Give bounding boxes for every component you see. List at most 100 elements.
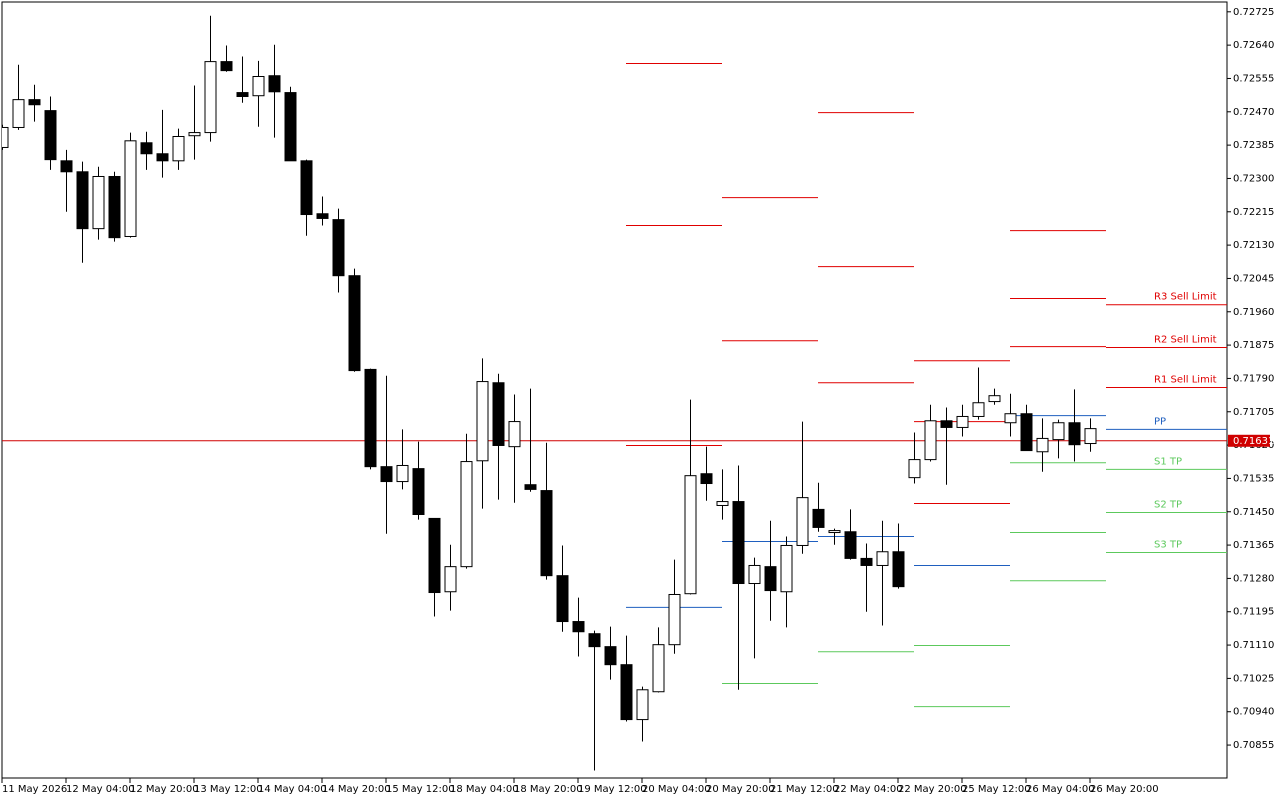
y-tick-label: 0.71705 — [1233, 407, 1274, 418]
level-label: PP — [1154, 416, 1166, 427]
candle-body — [940, 420, 953, 428]
y-tick-label: 0.72300 — [1233, 173, 1274, 184]
y-tick-label: 0.71450 — [1233, 507, 1274, 518]
candle-body — [604, 646, 617, 666]
candle-body — [876, 551, 889, 566]
y-tick-label: 0.72725 — [1233, 7, 1274, 18]
candle-body — [956, 415, 969, 428]
candle-body — [908, 459, 921, 479]
candle-body — [1068, 422, 1081, 446]
candle-body — [28, 99, 41, 106]
candle-body — [252, 76, 265, 97]
y-tick-label: 0.72470 — [1233, 107, 1274, 118]
candle-body — [380, 466, 393, 483]
candle-body — [636, 689, 649, 721]
candle-body — [684, 475, 697, 595]
candle-body — [172, 135, 185, 162]
candle-body — [988, 395, 1001, 403]
candle-body — [1020, 413, 1033, 452]
candle-body — [44, 110, 57, 161]
candle-body — [540, 490, 553, 577]
x-tick-label: 13 May 12:00 — [194, 784, 263, 795]
x-tick-label: 15 May 12:00 — [386, 784, 455, 795]
level-label: S3 TP — [1154, 540, 1182, 551]
candle-body — [236, 92, 249, 98]
candle-body — [140, 142, 153, 155]
x-tick-label: 12 May 20:00 — [130, 784, 199, 795]
candle-body — [700, 473, 713, 485]
x-tick-label: 25 May 12:00 — [962, 784, 1031, 795]
candle-body — [524, 484, 537, 490]
candle-body — [716, 501, 729, 506]
y-tick-label: 0.71280 — [1233, 573, 1274, 584]
x-tick-label: 14 May 04:00 — [258, 784, 327, 795]
x-tick-label: 12 May 04:00 — [66, 784, 135, 795]
y-tick-label: 0.72555 — [1233, 73, 1274, 84]
level-label: R1 Sell Limit — [1154, 374, 1217, 385]
candle-body — [764, 566, 777, 592]
candle-body — [1036, 437, 1049, 453]
candle-body — [60, 160, 73, 173]
candle-body — [620, 664, 633, 721]
y-tick-label: 0.70855 — [1233, 740, 1274, 751]
y-tick-label: 0.72130 — [1233, 240, 1274, 251]
level-label: R2 Sell Limit — [1154, 334, 1217, 345]
level-label: S1 TP — [1154, 456, 1182, 467]
y-tick-label: 0.71025 — [1233, 673, 1274, 684]
candle-body — [860, 557, 873, 566]
candle-body — [108, 175, 121, 239]
y-tick-label: 0.71535 — [1233, 473, 1274, 484]
y-tick-label: 0.72640 — [1233, 40, 1274, 51]
candle-body — [476, 381, 489, 462]
candle-body — [556, 575, 569, 623]
x-tick-label: 18 May 20:00 — [514, 784, 583, 795]
candle-body — [572, 621, 585, 633]
x-tick-label: 20 May 04:00 — [642, 784, 711, 795]
y-tick-label: 0.72215 — [1233, 207, 1274, 218]
candle-body — [924, 420, 937, 461]
candle-body — [1052, 422, 1065, 441]
candle-body — [1084, 428, 1097, 445]
candle-body — [396, 464, 409, 483]
candle-body — [204, 61, 217, 134]
y-tick-label: 0.71110 — [1233, 640, 1274, 651]
candle-body — [428, 517, 441, 594]
candle-body — [316, 213, 329, 219]
candle-body — [76, 171, 89, 230]
candle-body — [12, 99, 25, 128]
plot-area — [2, 15, 1227, 771]
candle-body — [364, 368, 377, 468]
candle-body — [412, 468, 425, 515]
candle-body — [780, 544, 793, 593]
candle-body — [972, 402, 985, 417]
candle-body — [220, 61, 233, 72]
level-label: R3 Sell Limit — [1154, 292, 1217, 303]
candle-body — [812, 508, 825, 528]
candle-body — [92, 175, 105, 230]
candle-body — [2, 126, 9, 148]
candle-body — [188, 132, 201, 137]
x-tick-label: 19 May 12:00 — [578, 784, 647, 795]
candle-body — [268, 75, 281, 93]
x-tick-label: 22 May 04:00 — [834, 784, 903, 795]
y-tick-label: 0.71960 — [1233, 307, 1274, 318]
y-tick-label: 0.71195 — [1233, 607, 1274, 618]
candle-body — [1004, 413, 1017, 424]
candle-body — [748, 564, 761, 585]
candle-body — [588, 633, 601, 648]
current-price-label: 0.71631 — [1233, 436, 1274, 447]
axes: 0.72725 0.72640 0.72555 0.72470 0.72385 0.723… — [1, 7, 1274, 795]
candle-body — [284, 92, 297, 162]
candle-body — [124, 140, 137, 237]
candle-body — [300, 160, 313, 216]
candle-body — [892, 551, 905, 588]
candle-body — [332, 219, 345, 277]
y-tick-label: 0.70940 — [1233, 707, 1274, 718]
x-tick-label: 11 May 2026 — [2, 784, 67, 795]
x-tick-label: 14 May 20:00 — [322, 784, 391, 795]
x-tick-label: 21 May 12:00 — [770, 784, 839, 795]
candle-body — [156, 153, 169, 162]
candle-body — [460, 461, 473, 568]
